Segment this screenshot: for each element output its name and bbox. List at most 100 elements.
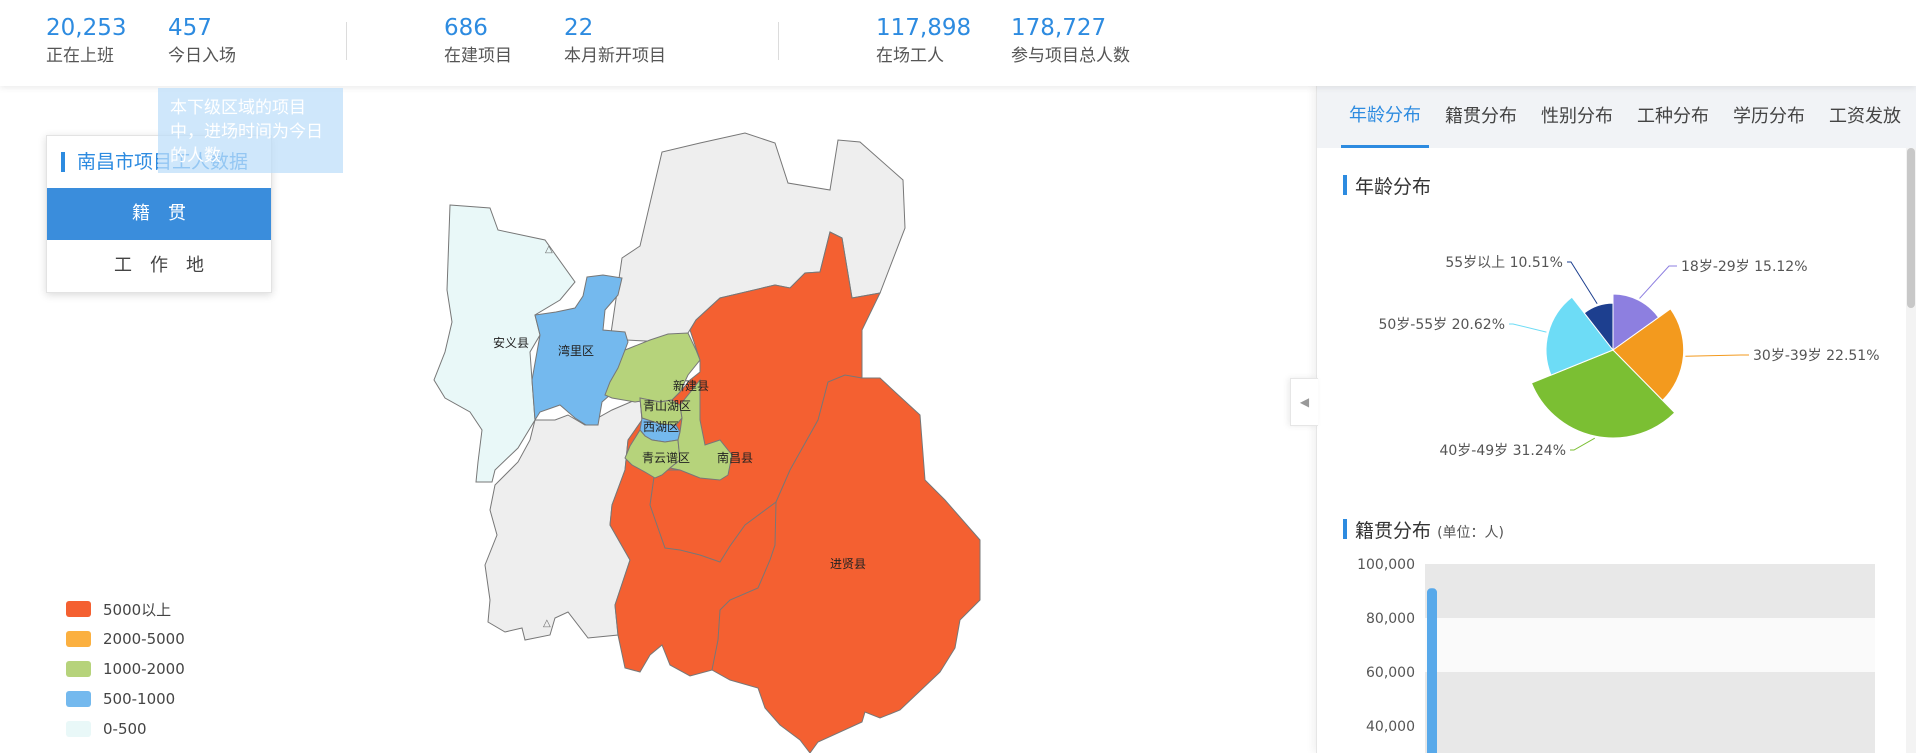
map-region-border bbox=[711, 501, 777, 671]
stat-label: 在场工人 bbox=[876, 46, 944, 66]
legend-swatch bbox=[66, 691, 91, 707]
stats-bar: 20,253 正在上班 457 今日入场 686 在建项目 22 本月新开项目 … bbox=[0, 0, 1916, 86]
section-unit: (单位：人) bbox=[1437, 525, 1504, 541]
map-area: △ △ 安义县 湾里区 新建县 青山湖区 西湖区 青云谱区 南昌县 进贤县 50… bbox=[0, 86, 1316, 753]
pie-label: 40岁-49岁 31.24% bbox=[1439, 443, 1566, 459]
tab-job-type[interactable]: 工种分布 bbox=[1637, 106, 1709, 127]
switcher-option-origin[interactable]: 籍贯 bbox=[47, 188, 271, 240]
pie-slice[interactable] bbox=[1583, 302, 1614, 352]
map-label-anyi: 安义县 bbox=[493, 335, 529, 350]
stat-label: 在建项目 bbox=[444, 46, 512, 66]
map-region-nanchangxian[interactable] bbox=[668, 378, 733, 481]
map-region-border bbox=[649, 374, 863, 563]
stat-label: 正在上班 bbox=[46, 46, 114, 66]
panel-scrollbar[interactable] bbox=[1906, 148, 1916, 753]
section-title-text: 籍贯分布 bbox=[1355, 520, 1432, 542]
tab-education[interactable]: 学历分布 bbox=[1733, 106, 1805, 127]
bar[interactable] bbox=[1427, 588, 1437, 753]
y-tick-label: 100,000 bbox=[1357, 557, 1415, 573]
legend-swatch bbox=[66, 721, 91, 737]
stat-projects-under-construction[interactable]: 686 在建项目 bbox=[444, 12, 512, 68]
switcher-option-workplace[interactable]: 工作地 bbox=[114, 255, 222, 276]
stat-label: 参与项目总人数 bbox=[1011, 46, 1130, 66]
pie-slice[interactable] bbox=[1612, 308, 1685, 402]
map-region-qingyunpu[interactable] bbox=[624, 429, 681, 479]
stat-label: 本月新开项目 bbox=[564, 46, 666, 66]
pie-slice[interactable] bbox=[1545, 296, 1614, 376]
map-label-jinxian: 进贤县 bbox=[830, 557, 866, 571]
scrollbar-thumb[interactable] bbox=[1907, 148, 1915, 308]
pie-label: 50岁-55岁 20.62% bbox=[1378, 317, 1505, 333]
legend-label: 2000-5000 bbox=[103, 630, 185, 648]
tab-origin[interactable]: 籍贯分布 bbox=[1445, 106, 1517, 127]
map-label-xinjian: 新建县 bbox=[673, 378, 709, 393]
stat-new-projects-month[interactable]: 22 本月新开项目 bbox=[564, 12, 666, 68]
y-tick-label: 40,000 bbox=[1366, 719, 1415, 735]
divider bbox=[778, 22, 779, 60]
y-tick-label: 60,000 bbox=[1366, 665, 1415, 681]
pie-label-line bbox=[1639, 265, 1677, 299]
map-region-wanli[interactable] bbox=[531, 274, 629, 426]
map-legend: 5000以上 2000-5000 1000-2000 500-1000 0-50… bbox=[66, 594, 185, 744]
grid-band bbox=[1425, 618, 1875, 672]
grid-band bbox=[1425, 564, 1875, 618]
legend-swatch bbox=[66, 601, 91, 617]
stat-label: 今日入场 bbox=[168, 46, 236, 66]
tab-age[interactable]: 年龄分布 bbox=[1341, 86, 1429, 148]
legend-item[interactable]: 2000-5000 bbox=[66, 624, 185, 654]
y-tick-label: 80,000 bbox=[1366, 611, 1415, 627]
map-label-nanchangxian: 南昌县 bbox=[717, 450, 753, 465]
stat-value: 20,253 bbox=[46, 15, 127, 41]
legend-item[interactable]: 5000以上 bbox=[66, 594, 185, 624]
map-label-qingyunpu: 青云谱区 bbox=[642, 451, 690, 465]
tab-wages[interactable]: 工资发放 bbox=[1829, 106, 1901, 127]
region-map: △ △ 安义县 湾里区 新建县 青山湖区 西湖区 青云谱区 南昌县 进贤县 bbox=[433, 132, 981, 753]
section-title-age: 年龄分布 bbox=[1343, 172, 1431, 199]
legend-label: 1000-2000 bbox=[103, 660, 185, 678]
divider bbox=[346, 22, 347, 60]
pie-label-line bbox=[1509, 323, 1547, 333]
pie-slice[interactable] bbox=[1612, 293, 1660, 351]
legend-label: 500-1000 bbox=[103, 690, 176, 708]
legend-label: 0-500 bbox=[103, 720, 147, 738]
age-rose-chart: 18岁-29岁 15.12% 30岁-39岁 22.51% 40岁-49岁 31.2… bbox=[1378, 255, 1880, 459]
chevron-left-icon: ◀ bbox=[1299, 395, 1310, 409]
stat-value: 457 bbox=[168, 15, 212, 41]
stat-value: 117,898 bbox=[876, 15, 972, 41]
origin-bar-chart: 100,000 80,000 60,000 40,000 bbox=[1357, 557, 1875, 753]
pie-label-line bbox=[1685, 354, 1749, 357]
stat-on-site-workers[interactable]: 117,898 在场工人 bbox=[876, 12, 971, 68]
legend-item[interactable]: 0-500 bbox=[66, 714, 185, 744]
legend-label: 5000以上 bbox=[103, 600, 172, 619]
grid-band bbox=[1425, 672, 1875, 726]
legend-swatch bbox=[66, 661, 91, 677]
pie-label: 18岁-29岁 15.12% bbox=[1681, 259, 1808, 275]
pie-label-line bbox=[1567, 261, 1598, 305]
map-label-qingshanhu: 青山湖区 bbox=[643, 398, 691, 413]
stat-value: 686 bbox=[444, 15, 488, 41]
legend-item[interactable]: 1000-2000 bbox=[66, 654, 185, 684]
pie-label-line bbox=[1570, 437, 1595, 451]
map-label-xihu: 西湖区 bbox=[643, 419, 679, 434]
stat-today-entry[interactable]: 457 今日入场 bbox=[168, 12, 236, 68]
pie-slice[interactable] bbox=[1530, 349, 1676, 439]
stat-on-duty[interactable]: 20,253 正在上班 bbox=[46, 12, 126, 68]
map-label-wanli: 湾里区 bbox=[558, 343, 594, 358]
pie-label: 30岁-39岁 22.51% bbox=[1753, 348, 1880, 364]
map-marker: △ bbox=[545, 244, 553, 255]
section-title-origin: 籍贯分布 (单位：人) bbox=[1343, 516, 1504, 543]
panel-collapse-toggle[interactable]: ◀ bbox=[1290, 378, 1318, 426]
stat-value: 22 bbox=[564, 15, 594, 41]
stat-tooltip: 本下级区域的项目中，进场时间为今日的人数 bbox=[158, 88, 343, 173]
grid-band bbox=[1425, 726, 1875, 753]
pie-label: 55岁以上 10.51% bbox=[1445, 255, 1563, 271]
tab-bar: 年龄分布 籍贯分布 性别分布 工种分布 学历分布 工资发放 bbox=[1317, 86, 1916, 148]
map-region-anyi[interactable] bbox=[433, 204, 576, 483]
tab-gender[interactable]: 性别分布 bbox=[1541, 106, 1613, 127]
legend-swatch bbox=[66, 631, 91, 647]
legend-item[interactable]: 500-1000 bbox=[66, 684, 185, 714]
stat-total-participants[interactable]: 178,727 参与项目总人数 bbox=[1011, 12, 1130, 68]
section-title-text: 年龄分布 bbox=[1355, 176, 1432, 198]
stat-value: 178,727 bbox=[1011, 15, 1107, 41]
